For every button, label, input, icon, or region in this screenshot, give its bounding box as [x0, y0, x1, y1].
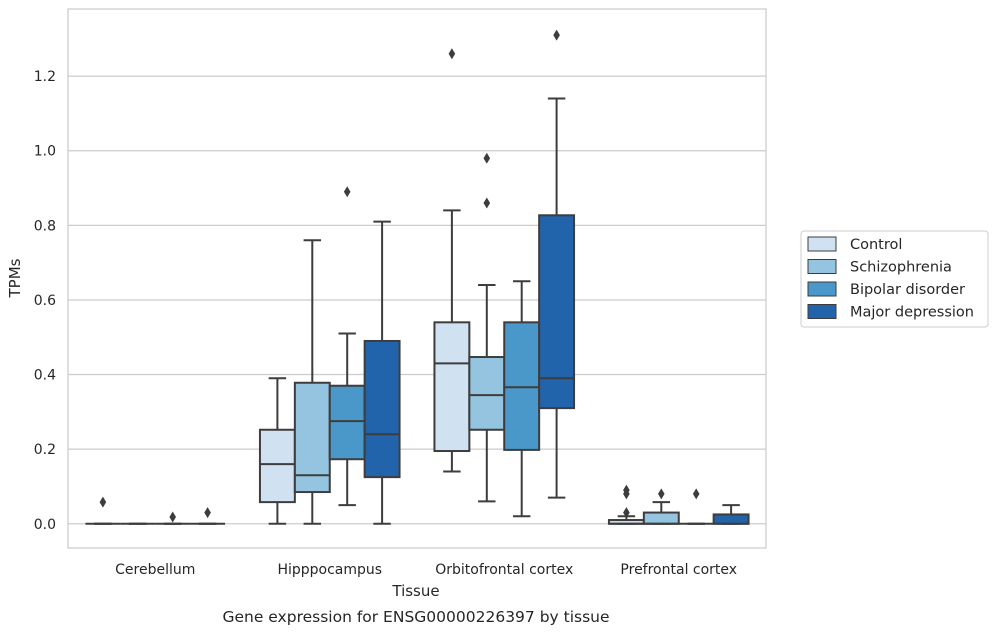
series-major-depression [190, 29, 750, 525]
legend-label: Major depression [850, 305, 974, 321]
chart-caption: Gene expression for ENSG00000226397 by t… [222, 608, 609, 626]
outlier-point [448, 48, 456, 60]
legend-frame [800, 230, 989, 328]
x-tick-label: Prefrontal cortex [620, 562, 737, 578]
series-control [85, 48, 645, 525]
outlier-point [553, 29, 560, 41]
outlier-point [658, 488, 665, 500]
box [468, 356, 506, 431]
legend-swatch [807, 236, 837, 252]
box [503, 321, 541, 451]
y-tick-label: 1.0 [34, 144, 56, 160]
box [712, 513, 750, 525]
outlier-point [99, 496, 107, 508]
y-axis-label: TPMs [6, 258, 24, 298]
legend-swatch [807, 281, 837, 297]
x-tick-labels: Cerebellum Hipppocampus Orbitofrontal cort… [115, 562, 737, 578]
y-tick-labels: 0.0 0.2 0.4 0.6 0.8 1.0 1.2 [34, 69, 56, 533]
legend-label: Schizophrenia [850, 260, 952, 276]
y-tick-label: 0.4 [34, 368, 56, 384]
y-tick-label: 0.2 [34, 442, 56, 458]
box [293, 381, 331, 494]
x-tick-label: Cerebellum [115, 562, 195, 578]
box [328, 384, 366, 461]
outlier-point [623, 484, 630, 496]
legend-label: Bipolar disorder [850, 282, 965, 298]
box-series [85, 29, 750, 525]
legend-swatch [807, 304, 837, 319]
outlier-point [343, 186, 351, 198]
legend: Control Schizophrenia Bipolar disorder Majo… [800, 230, 989, 328]
series-schizophrenia [120, 152, 680, 525]
x-tick-label: Orbitofrontal cortex [435, 562, 573, 578]
outlier-point [483, 197, 491, 209]
outlier-point [623, 507, 630, 519]
y-tick-label: 1.2 [34, 69, 56, 85]
y-tick-label: 0.8 [34, 218, 56, 234]
outlier-point [169, 511, 176, 523]
plot-background [68, 9, 766, 548]
y-tick-label: 0.6 [34, 293, 56, 309]
gridlines [68, 75, 766, 525]
plot-frame [67, 8, 767, 549]
box [538, 214, 576, 410]
outlier-point [483, 152, 491, 164]
x-tick-label: Hipppocampus [277, 562, 382, 578]
outlier-point [204, 507, 211, 519]
box [363, 339, 401, 479]
box [642, 511, 680, 525]
legend-swatch [807, 259, 837, 274]
box [433, 321, 471, 453]
legend-label: Control [850, 237, 902, 253]
y-tick-label: 0.0 [34, 517, 56, 533]
outlier-point [692, 488, 700, 500]
x-axis-label: Tissue [391, 582, 439, 600]
box [258, 428, 296, 504]
